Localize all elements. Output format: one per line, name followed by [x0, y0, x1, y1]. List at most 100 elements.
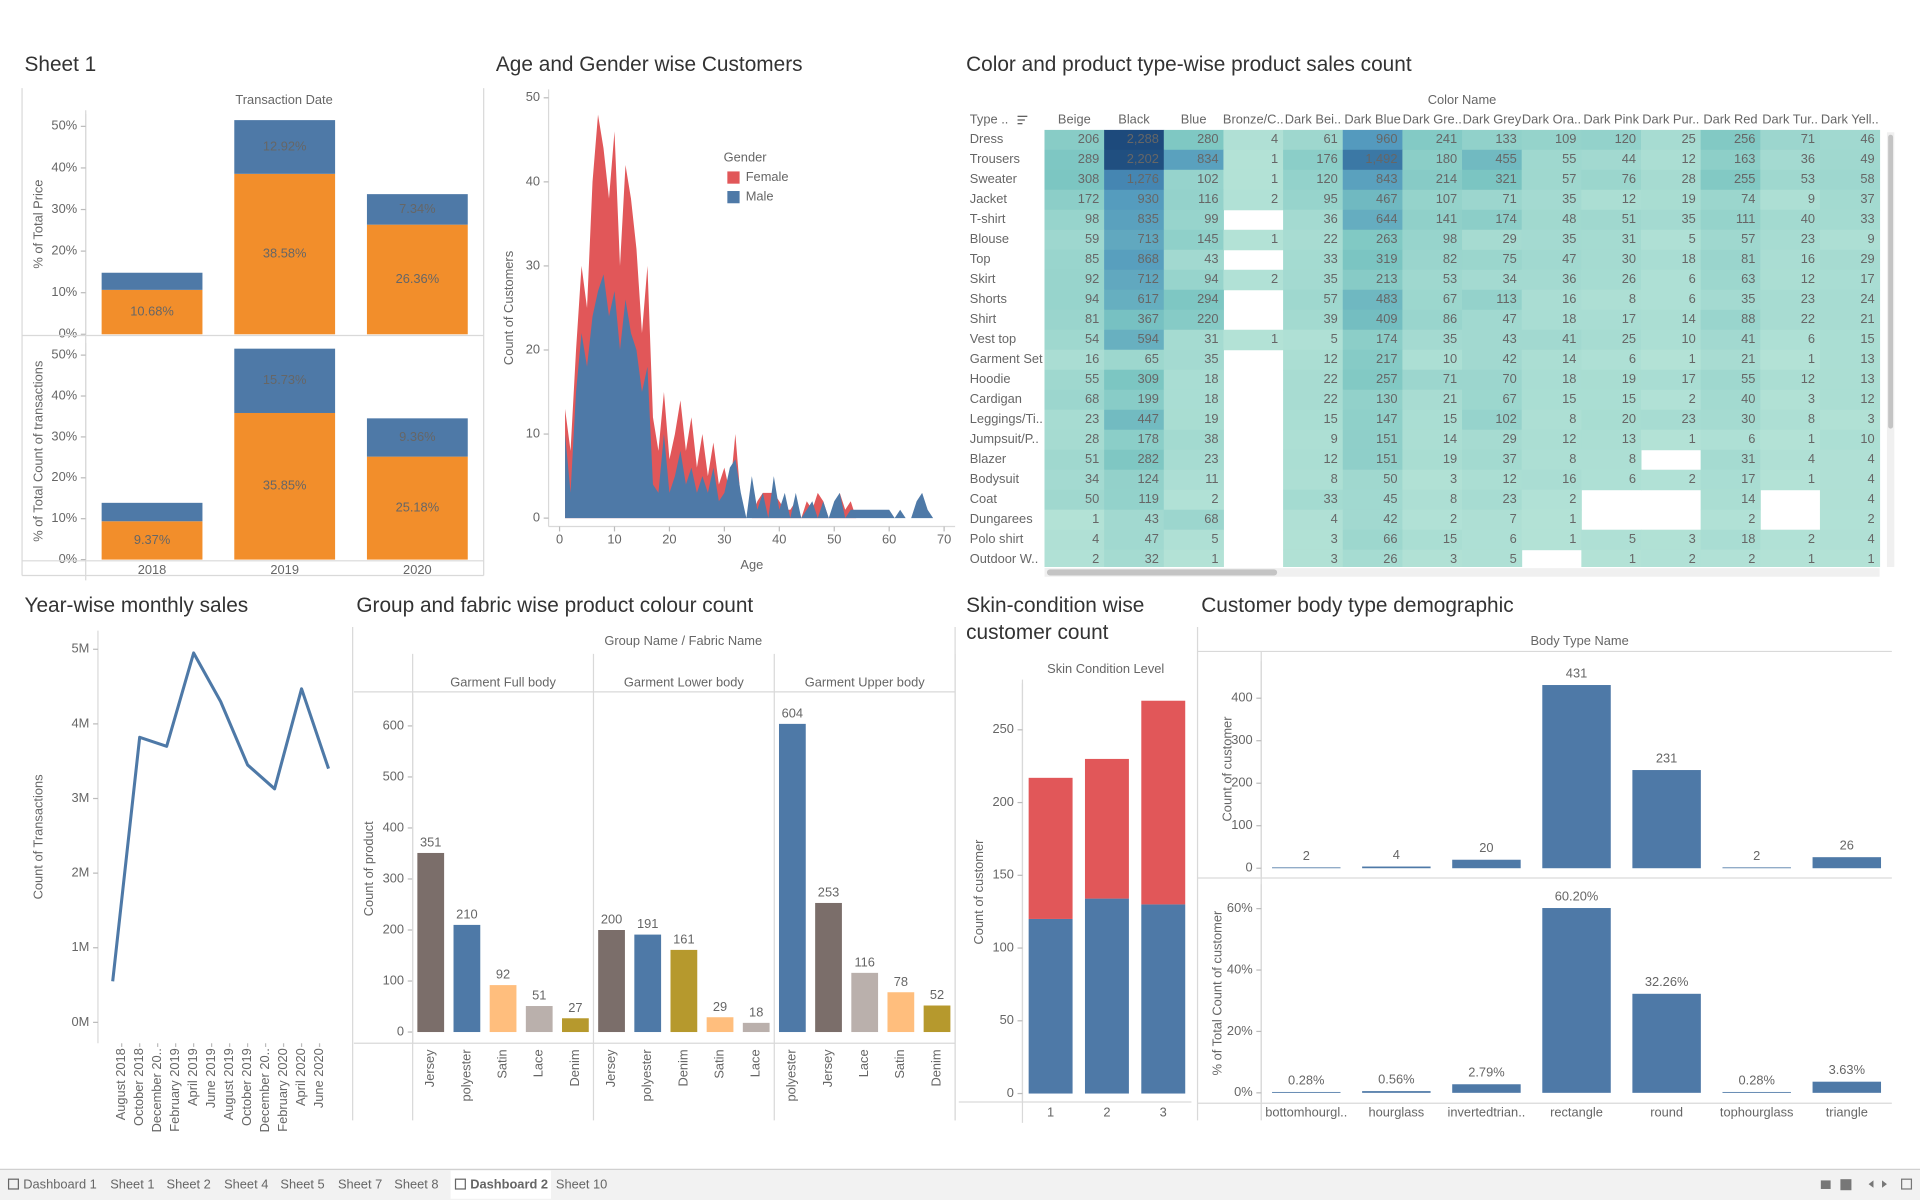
heatmap-cell	[1462, 369, 1523, 391]
cell-label: 4	[1092, 531, 1099, 546]
heatmap-cell	[1044, 249, 1105, 271]
cell-label: 644	[1376, 211, 1397, 226]
heatmap-cell	[1163, 229, 1224, 251]
cell-label: 48	[1562, 211, 1576, 226]
cell-label: 86	[1443, 311, 1457, 326]
heatmap-cell	[1700, 249, 1761, 271]
heatmap-cell	[1700, 229, 1761, 251]
heatmap-cell	[1044, 269, 1105, 291]
legend-label: Female	[746, 169, 789, 184]
cell-label: 1	[1868, 551, 1875, 566]
cell-label: 30	[1622, 251, 1636, 266]
cell-label: 133	[1495, 131, 1516, 146]
bar	[1632, 993, 1701, 1093]
sort-icon[interactable]	[1017, 115, 1028, 125]
bar	[489, 985, 517, 1033]
cell-label: 5	[1629, 531, 1636, 546]
cell-label: 930	[1137, 191, 1158, 206]
bar-segment	[101, 272, 203, 290]
v-scroll-thumb[interactable]	[1888, 134, 1894, 429]
tab[interactable]: Sheet 8	[394, 1177, 438, 1192]
heatmap-cell	[1163, 129, 1224, 151]
cell-label: 4	[1868, 451, 1875, 466]
tab[interactable]: Dashboard 1	[23, 1177, 97, 1192]
cell-label: 68	[1085, 391, 1099, 406]
cell-label: 35	[1324, 271, 1338, 286]
x-tick-label: 2019	[270, 562, 299, 577]
cell-label: 94	[1085, 291, 1099, 306]
x-tick-label: invertedtrian..	[1448, 1104, 1526, 1119]
heatmap-cell	[1402, 229, 1463, 251]
heatmap-cell	[1283, 549, 1344, 567]
heatmap-cell	[1163, 249, 1224, 271]
heatmap-cell	[1044, 489, 1105, 511]
cell-label: 9	[1808, 191, 1815, 206]
heatmap-cell	[1640, 429, 1702, 451]
heatmap-cell	[1163, 449, 1224, 471]
x-tick-label: 1	[1047, 1104, 1054, 1119]
h-scroll-thumb[interactable]	[1046, 569, 1278, 576]
cell-label: 47	[1562, 251, 1576, 266]
cell-label: 55	[1562, 151, 1576, 166]
bar-segment	[101, 521, 203, 560]
cell-label: 3	[1689, 531, 1696, 546]
cell-label: 2	[1689, 391, 1696, 406]
cell-label: 594	[1137, 331, 1158, 346]
cell-label: 68	[1204, 511, 1218, 526]
y-tick-label: 30	[526, 257, 540, 272]
x-tick-label: 60	[882, 531, 896, 546]
data-label: 161	[673, 931, 694, 946]
heatmap-cell	[1342, 169, 1403, 191]
bar	[1722, 867, 1791, 869]
heatmap-cell	[1044, 129, 1105, 151]
bar	[1722, 1091, 1791, 1093]
tab[interactable]: Sheet 5	[280, 1177, 324, 1192]
x-tick-label: tophourglass	[1720, 1104, 1794, 1119]
heatmap-cell	[1819, 169, 1881, 191]
tab[interactable]: Sheet 10	[556, 1177, 607, 1192]
cell-label: 53	[1443, 271, 1457, 286]
cell-label: 22	[1324, 231, 1338, 246]
heatmap-cell	[1640, 129, 1702, 151]
heatmap-cell	[1700, 429, 1761, 451]
heatmap-cell	[1163, 149, 1224, 171]
cell-label: 42	[1383, 511, 1397, 526]
tab[interactable]: Sheet 1	[110, 1177, 154, 1192]
heatmap-cell	[1521, 269, 1582, 291]
heatmap-cell	[1581, 349, 1642, 371]
tab[interactable]: Sheet 4	[224, 1177, 268, 1192]
tab[interactable]: Sheet 7	[338, 1177, 382, 1192]
heatmap-cell	[1640, 329, 1702, 351]
cell-label: 2	[1748, 511, 1755, 526]
heatmap-cell	[1104, 429, 1165, 451]
cell-label: 617	[1137, 291, 1158, 306]
heatmap-cell	[1283, 349, 1344, 371]
cell-label: 71	[1443, 371, 1457, 386]
cell-label: 712	[1137, 271, 1158, 286]
status-icons[interactable]	[1820, 1178, 1913, 1191]
cell-label: 24	[1860, 291, 1874, 306]
heatmap-cell	[1581, 549, 1642, 567]
tab[interactable]: Sheet 2	[167, 1177, 211, 1192]
y-tick-label: 50	[1000, 1012, 1014, 1027]
y-tick-label: 150	[992, 867, 1013, 882]
cell-label: 6	[1510, 531, 1517, 546]
data-label: 200	[601, 912, 622, 927]
y-tick-label: 30%	[51, 428, 77, 443]
heatmap-cell	[1462, 549, 1523, 567]
heatmap-cell	[1163, 529, 1224, 551]
cell-label: 29	[1502, 431, 1516, 446]
cell-label: 29	[1860, 251, 1874, 266]
heatmap-cell	[1402, 509, 1463, 531]
x-tick-label: bottomhourgl..	[1265, 1104, 1347, 1119]
bar-segment	[1084, 758, 1129, 899]
tab[interactable]: Dashboard 2	[470, 1177, 548, 1192]
cell-label: 8	[1569, 451, 1576, 466]
y-tick-label: 2M	[72, 865, 90, 880]
bar	[1812, 1081, 1882, 1093]
cell-label: 74	[1741, 191, 1755, 206]
y-tick-label: 5M	[72, 641, 90, 656]
heatmap-cell	[1402, 549, 1463, 567]
heatmap-cell	[1581, 309, 1642, 331]
